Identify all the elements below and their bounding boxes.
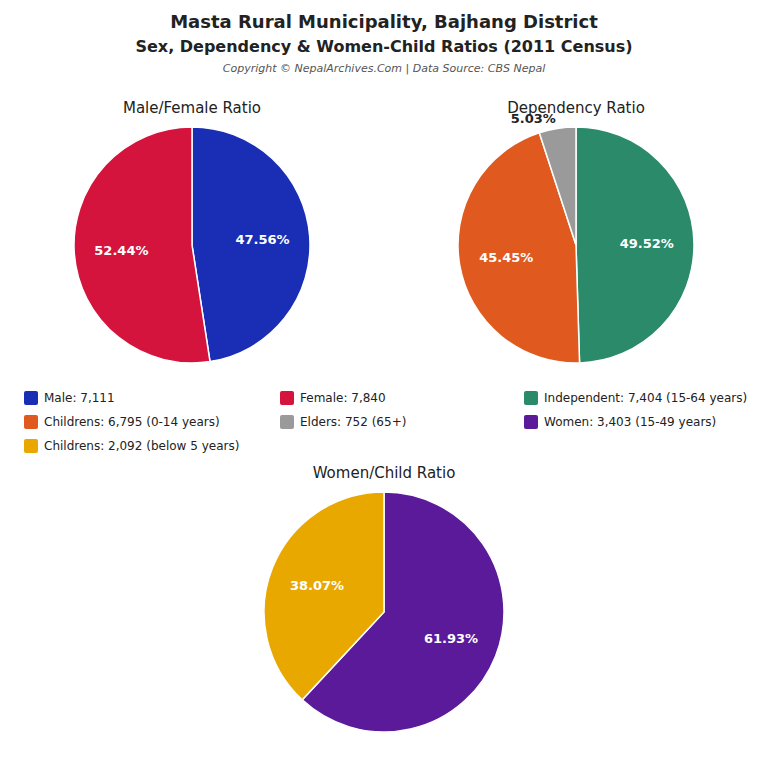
slices [264,492,504,732]
data-label: 49.52% [620,236,674,251]
legend-label: Female: 7,840 [300,391,386,405]
pie-slice [576,127,694,363]
data-labels: 47.56% 52.44% [94,232,289,258]
data-labels: 61.93% 38.07% [290,578,478,646]
legend-label: Elders: 752 (65+) [300,415,406,429]
data-label: 52.44% [94,243,148,258]
data-label: 61.93% [424,631,478,646]
chart-title: Male/Female Ratio [123,99,261,117]
legend-label: Childrens: 2,092 (below 5 years) [44,439,239,453]
legend-swatch [24,439,38,453]
data-label: 47.56% [236,232,290,247]
legend-swatch [24,391,38,405]
chart-title: Women/Child Ratio [313,464,456,482]
background [0,0,768,768]
data-labels: 49.52% 45.45% 5.03% [479,111,674,265]
data-label: 38.07% [290,578,344,593]
legend: Male: 7,111 Female: 7,840 Independent: 7,4… [24,391,747,453]
pie-slice [539,127,576,245]
annotation: Copyright © NepalArchives.Com | Data Sou… [223,62,545,75]
slices [74,127,310,363]
pie-chart: Male/Female Ratio 47.56% 52.44% [74,99,310,363]
figure: Masta Rural Municipality, Bajhang Distri… [0,0,768,768]
subtitle: Sex, Dependency & Women-Child Ratios (20… [135,37,632,56]
legend-label: Male: 7,111 [44,391,115,405]
legend-label: Women: 3,403 (15-49 years) [544,415,716,429]
data-label: 45.45% [479,250,533,265]
pie-slice [264,492,384,700]
pie-slice [74,127,210,363]
legend-label: Independent: 7,404 (15-64 years) [544,391,747,405]
pie-chart: Dependency Ratio49.52%45.45%5.03% [458,99,694,363]
pie-chart: Women/Child Ratio 61.93% 38.07% [264,464,504,732]
legend-swatch [524,391,538,405]
legend-swatch [280,415,294,429]
legend-label: Childrens: 6,795 (0-14 years) [44,415,220,429]
title: Masta Rural Municipality, Bajhang Distri… [170,11,598,32]
legend-swatch [280,391,294,405]
data-label: 5.03% [511,111,556,126]
legend-swatch [524,415,538,429]
legend-swatch [24,415,38,429]
slices [458,127,694,363]
pie-slice [192,127,310,362]
